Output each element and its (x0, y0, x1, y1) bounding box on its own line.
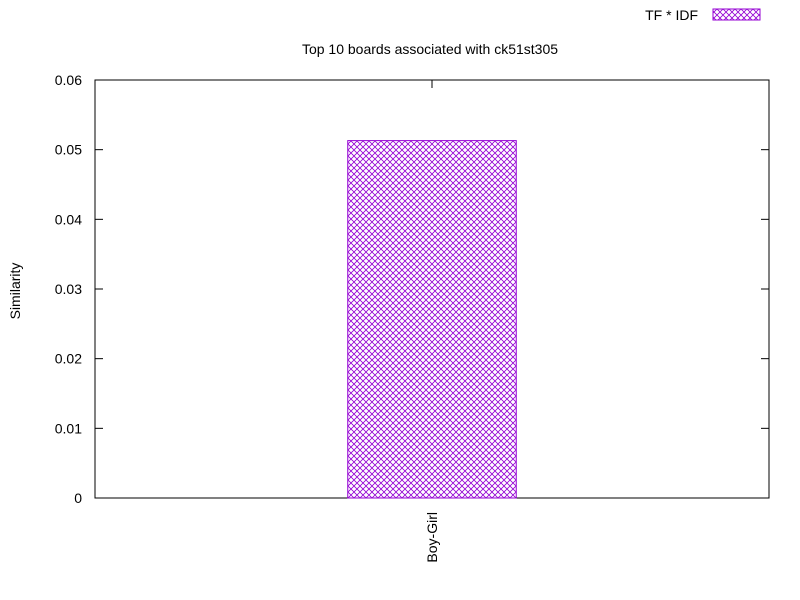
y-tick-label: 0.01 (55, 420, 82, 436)
y-axis-label: Similarity (7, 263, 23, 320)
y-axis-ticks: 0 0.01 0.02 0.03 0.04 0.05 0.06 (55, 72, 769, 506)
legend-swatch (712, 8, 761, 21)
y-tick-label: 0.06 (55, 72, 82, 88)
y-tick-label: 0.02 (55, 351, 82, 367)
bars (347, 140, 517, 499)
legend-label: TF * IDF (645, 7, 698, 23)
x-axis-ticks: Boy-Girl (424, 80, 440, 563)
y-tick-label: 0 (74, 490, 82, 506)
y-tick-label: 0.05 (55, 142, 82, 158)
x-tick-label: Boy-Girl (424, 512, 440, 563)
bar-boy-girl (347, 140, 517, 499)
y-tick-label: 0.04 (55, 211, 82, 227)
y-tick-label: 0.03 (55, 281, 82, 297)
legend: TF * IDF (645, 7, 761, 23)
chart-title: Top 10 boards associated with ck51st305 (302, 41, 558, 57)
